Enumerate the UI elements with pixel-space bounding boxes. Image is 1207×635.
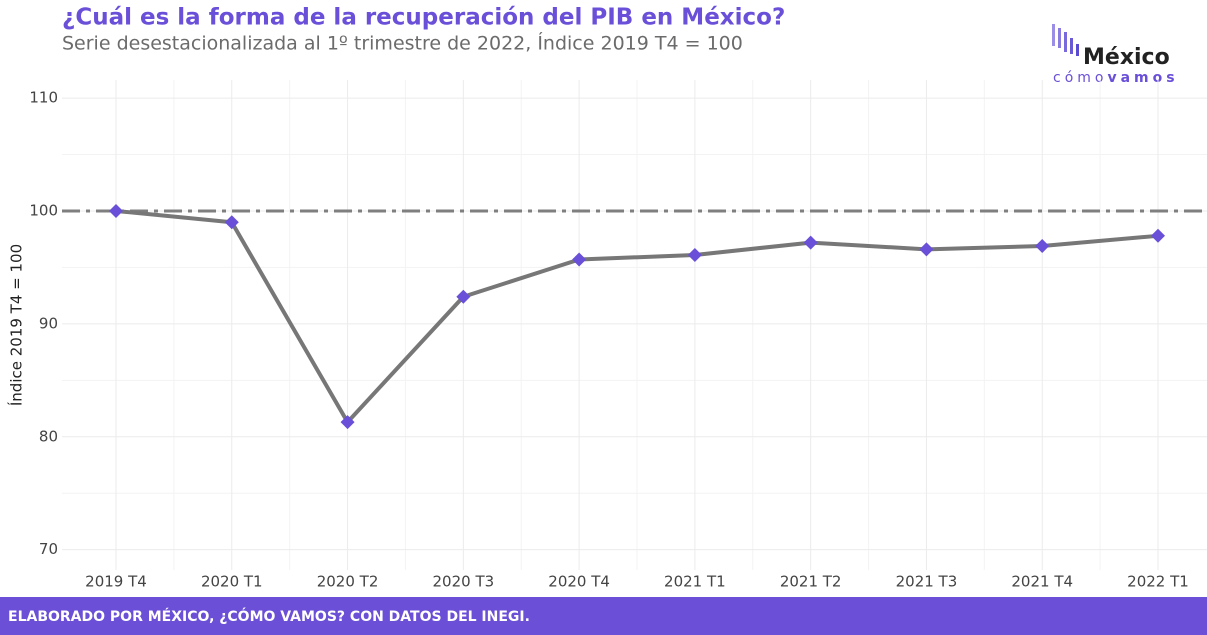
- data-point: [340, 415, 355, 430]
- data-point: [224, 215, 239, 230]
- y-tick-label: 80: [39, 427, 58, 445]
- logo-bar: [1058, 28, 1061, 48]
- x-tick-label: 2019 T4: [85, 573, 147, 591]
- x-tick-label: 2021 T1: [664, 573, 726, 591]
- chart-title: ¿Cuál es la forma de la recuperación del…: [62, 5, 785, 31]
- logo-tagline-1: cómo: [1053, 70, 1107, 86]
- y-tick-label: 110: [29, 89, 58, 107]
- data-point: [919, 242, 934, 257]
- logo-bar: [1076, 44, 1079, 56]
- logo: México cómovamos: [1052, 24, 1179, 86]
- x-tick-label: 2022 T1: [1127, 573, 1189, 591]
- x-tick-label: 2021 T2: [780, 573, 842, 591]
- x-tick-label: 2020 T4: [548, 573, 610, 591]
- y-axis-label: Índice 2019 T4 = 100: [7, 244, 26, 406]
- data-point: [1151, 228, 1165, 243]
- data-point: [572, 252, 587, 267]
- y-tick-label: 100: [29, 201, 58, 219]
- logo-name: México: [1083, 45, 1170, 70]
- footer-bar: [0, 597, 1207, 635]
- logo-bar: [1064, 32, 1067, 52]
- x-tick-label: 2020 T2: [317, 573, 379, 591]
- logo-bar: [1052, 24, 1055, 46]
- data-point: [456, 289, 471, 304]
- data-point: [1035, 238, 1050, 253]
- chart-subtitle: Serie desestacionalizada al 1º trimestre…: [62, 32, 743, 55]
- logo-tagline: cómovamos: [1053, 70, 1179, 86]
- data-point: [687, 248, 702, 262]
- y-tick-label: 90: [39, 314, 58, 332]
- line-series: [115, 208, 1159, 425]
- logo-bar: [1070, 38, 1073, 54]
- x-tick-label: 2021 T3: [896, 573, 958, 591]
- x-tick-label: 2021 T4: [1011, 573, 1073, 591]
- plot-area: [62, 80, 1207, 570]
- x-tick-label: 2020 T1: [201, 573, 263, 591]
- data-point: [803, 235, 818, 250]
- data-point: [109, 203, 123, 218]
- logo-tagline-2: vamos: [1107, 70, 1178, 86]
- footer-text: ELABORADO POR MÉXICO, ¿CÓMO VAMOS? CON D…: [8, 607, 530, 625]
- y-tick-label: 70: [39, 540, 58, 558]
- x-tick-label: 2020 T3: [433, 573, 495, 591]
